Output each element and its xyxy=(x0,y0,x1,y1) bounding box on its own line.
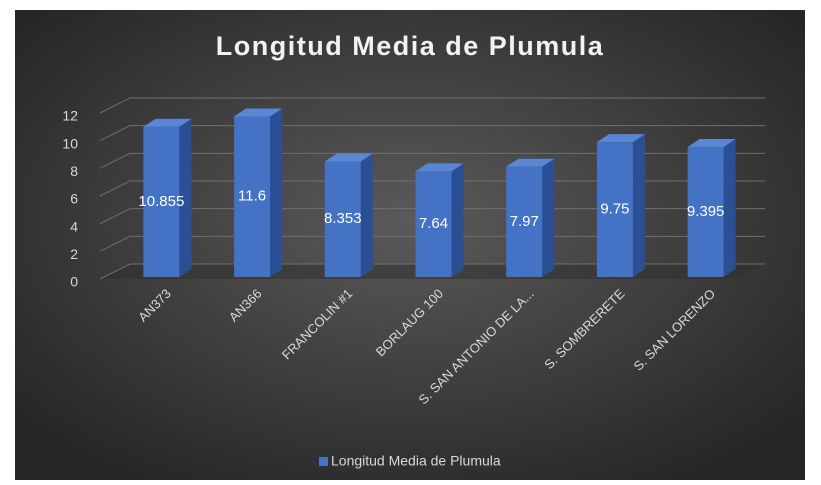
bar-top xyxy=(324,153,373,162)
bar-top xyxy=(506,158,555,167)
data-label: 7.64 xyxy=(419,215,448,232)
bar-side xyxy=(179,118,192,277)
y-tick-label: 8 xyxy=(70,163,78,179)
bar-side xyxy=(451,163,464,277)
data-label: 7.97 xyxy=(510,213,539,230)
bar-side xyxy=(542,158,555,277)
data-label: 10.855 xyxy=(138,193,184,210)
y-tick-label: 10 xyxy=(62,135,78,151)
y-tick-label: 0 xyxy=(70,274,78,290)
bar xyxy=(506,166,543,277)
bar-top xyxy=(415,163,464,172)
data-label: 9.395 xyxy=(687,203,725,220)
grid-line xyxy=(99,152,765,169)
data-label: 9.75 xyxy=(600,201,629,218)
bar-side xyxy=(632,134,645,277)
data-label: 11.6 xyxy=(238,188,266,205)
bar xyxy=(143,126,180,277)
bar xyxy=(596,142,633,277)
data-label: 8.353 xyxy=(324,210,362,227)
bar-side xyxy=(360,153,373,277)
y-tick-label: 6 xyxy=(70,191,78,207)
bar-top xyxy=(234,108,283,117)
grid-line xyxy=(99,97,765,114)
bar-side xyxy=(723,139,736,277)
legend-label: Longitud Media de Plumula xyxy=(331,453,501,469)
y-tick-label: 12 xyxy=(62,108,78,124)
bar xyxy=(687,147,724,277)
bar-side xyxy=(270,108,283,278)
bar xyxy=(415,171,452,277)
bar-top xyxy=(687,139,736,148)
bar xyxy=(324,161,361,277)
bar xyxy=(234,116,271,278)
y-tick-label: 2 xyxy=(70,246,78,262)
legend-swatch xyxy=(319,457,328,466)
bar-top xyxy=(143,118,192,127)
chart-background xyxy=(15,10,805,480)
grid-line xyxy=(99,125,765,142)
y-tick-label: 4 xyxy=(70,218,78,234)
chart-title: Longitud Media de Plumula xyxy=(216,31,605,61)
bar-top xyxy=(596,134,645,143)
